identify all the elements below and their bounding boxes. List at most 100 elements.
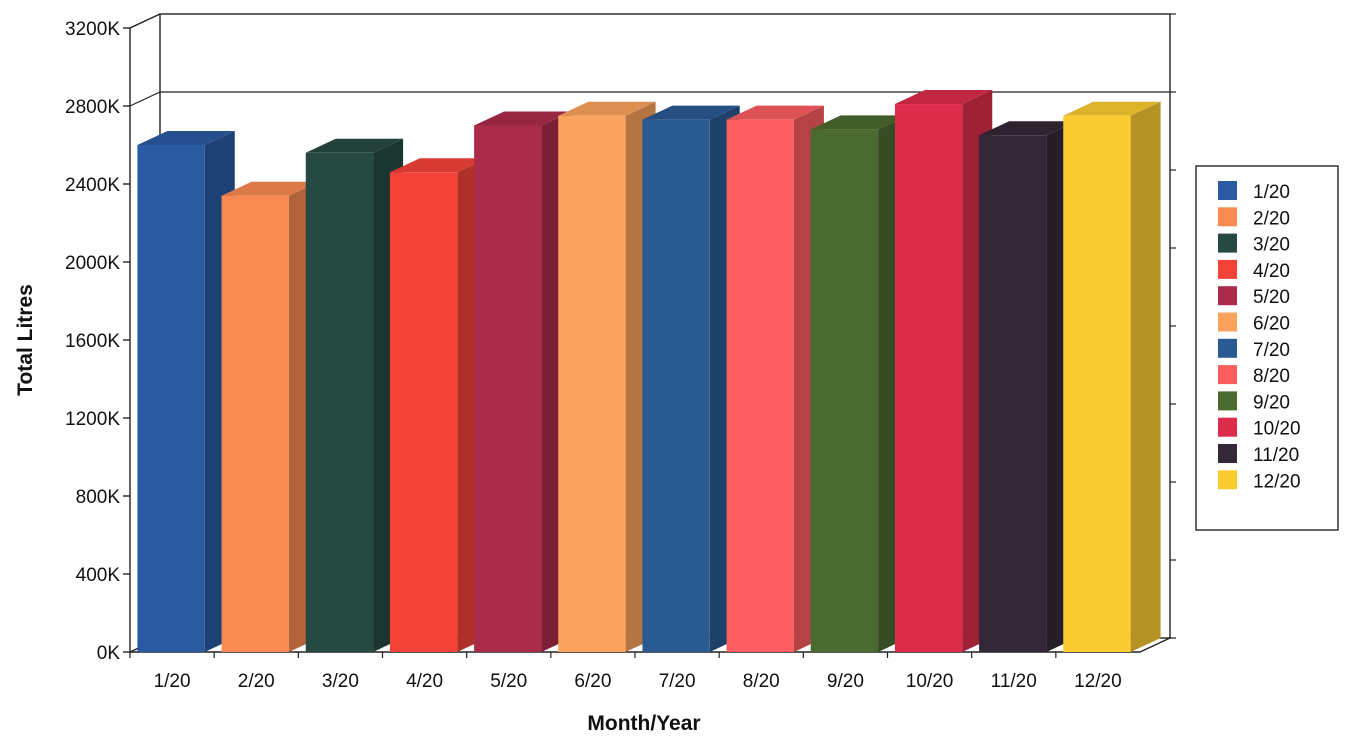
bar-top bbox=[474, 111, 572, 126]
bar-11/20 bbox=[979, 121, 1077, 652]
y-tick-label: 2000K bbox=[65, 253, 120, 274]
bar-top bbox=[726, 105, 824, 120]
bar-10/20 bbox=[894, 90, 993, 653]
x-axis: 1/20 2/20 3/20 4/20 5/20 6/20 7/20 8/20 9/20 10/2… bbox=[129, 652, 1122, 692]
legend-swatch bbox=[1218, 338, 1237, 358]
bar-front bbox=[894, 104, 963, 653]
legend-swatch bbox=[1218, 444, 1237, 463]
bar-front bbox=[474, 125, 542, 652]
bar-front bbox=[221, 195, 289, 652]
y-tick-label: 0K bbox=[97, 643, 121, 664]
gridline-2800 bbox=[129, 91, 1170, 107]
bar-4/20 bbox=[389, 158, 488, 653]
x-tick-label: 8/20 bbox=[743, 671, 780, 692]
bar-top bbox=[558, 101, 656, 116]
bar-front bbox=[558, 115, 626, 652]
bar-front bbox=[642, 119, 710, 652]
bar-top bbox=[137, 131, 235, 145]
bar-6/20 bbox=[558, 101, 656, 652]
bar-front bbox=[726, 119, 794, 652]
bar-top bbox=[894, 90, 993, 105]
legend-item: 5/20 bbox=[1218, 286, 1290, 308]
x-tick-label: 10/20 bbox=[906, 671, 954, 692]
legend: 1/20 2/20 3/20 4/20 5/20 6/20 7/20 8/20 9/20 10/2… bbox=[1195, 165, 1339, 531]
bar-3/20 bbox=[305, 138, 404, 653]
x-tick-label: 9/20 bbox=[827, 671, 864, 692]
legend-item: 4/20 bbox=[1218, 259, 1290, 282]
legend-item: 2/20 bbox=[1218, 207, 1290, 229]
bar-9/20 bbox=[810, 115, 909, 652]
x-tick-label: 7/20 bbox=[659, 671, 696, 692]
bar-2/20 bbox=[221, 181, 319, 652]
x-tick-label: 12/20 bbox=[1074, 671, 1122, 692]
legend-label: 7/20 bbox=[1253, 340, 1290, 361]
bar-top bbox=[979, 121, 1077, 136]
legend-item: 3/20 bbox=[1218, 233, 1290, 256]
legend-label: 5/20 bbox=[1253, 287, 1290, 308]
legend-swatch bbox=[1218, 259, 1237, 279]
legend-swatch bbox=[1218, 286, 1237, 306]
bar-7/20 bbox=[642, 105, 740, 652]
y-tick-label: 1600K bbox=[65, 331, 120, 352]
legend-swatch bbox=[1218, 391, 1237, 411]
y-tick-label: 1200K bbox=[65, 409, 120, 430]
x-tick-label: 1/20 bbox=[154, 671, 191, 692]
x-tick-label: 5/20 bbox=[490, 671, 527, 692]
bar-top bbox=[642, 105, 740, 120]
y-axis: 0K 400K 800K 1200K 1600K 2000K 2400K 2800K 3200K bbox=[65, 13, 1176, 664]
x-tick-label: 3/20 bbox=[322, 671, 359, 692]
x-tick-label: 6/20 bbox=[574, 671, 611, 692]
bar-front bbox=[137, 145, 205, 652]
legend-label: 12/20 bbox=[1253, 471, 1301, 492]
bars bbox=[137, 90, 1161, 653]
x-tick-label: 4/20 bbox=[406, 671, 443, 692]
legend-item: 7/20 bbox=[1218, 338, 1290, 361]
bar-front bbox=[810, 129, 879, 652]
bar-top bbox=[1063, 101, 1161, 116]
bar-top bbox=[389, 158, 488, 173]
legend-label: 11/20 bbox=[1253, 445, 1299, 466]
legend-swatch bbox=[1218, 365, 1237, 385]
legend-label: 3/20 bbox=[1253, 235, 1290, 256]
legend-label: 8/20 bbox=[1253, 366, 1290, 387]
legend-item: 8/20 bbox=[1218, 365, 1290, 387]
bar-front bbox=[389, 172, 458, 653]
legend-item: 10/20 bbox=[1218, 417, 1301, 440]
legend-swatch bbox=[1218, 312, 1237, 332]
legend-swatch bbox=[1218, 470, 1237, 490]
bar-8/20 bbox=[726, 105, 824, 652]
legend-swatch bbox=[1218, 207, 1237, 227]
bar-front bbox=[305, 152, 374, 653]
x-tick-label: 11/20 bbox=[991, 671, 1037, 692]
y-tick-label: 2400K bbox=[65, 175, 120, 196]
legend-item: 6/20 bbox=[1218, 312, 1290, 335]
bar-1/20 bbox=[137, 131, 235, 652]
y-axis-title: Total Litres bbox=[14, 284, 37, 396]
legend-label: 4/20 bbox=[1253, 261, 1290, 282]
legend-swatch bbox=[1218, 233, 1237, 253]
bar-top bbox=[305, 138, 404, 153]
y-tick-label: 3200K bbox=[65, 19, 120, 40]
legend-item: 11/20 bbox=[1218, 444, 1299, 466]
bar-12/20 bbox=[1063, 101, 1161, 652]
legend-swatch bbox=[1218, 181, 1237, 200]
y-tick-label: 800K bbox=[76, 487, 121, 508]
legend-label: 2/20 bbox=[1253, 208, 1290, 229]
bar-front bbox=[1063, 115, 1131, 652]
bar-top bbox=[221, 181, 319, 196]
bar-side bbox=[1130, 101, 1161, 652]
bar-5/20 bbox=[474, 111, 572, 652]
bar-top bbox=[810, 115, 909, 130]
legend-item: 12/20 bbox=[1218, 470, 1301, 492]
x-tick-label: 2/20 bbox=[238, 671, 275, 692]
legend-label: 6/20 bbox=[1253, 314, 1290, 335]
x-axis-title: Month/Year bbox=[587, 712, 700, 735]
legend-swatch bbox=[1218, 417, 1237, 437]
legend-item: 9/20 bbox=[1218, 391, 1290, 413]
legend-label: 10/20 bbox=[1253, 419, 1301, 440]
legend-label: 9/20 bbox=[1253, 392, 1290, 413]
legend-item: 1/20 bbox=[1218, 181, 1290, 203]
legend-label: 1/20 bbox=[1253, 182, 1290, 203]
bar-front bbox=[979, 135, 1047, 652]
